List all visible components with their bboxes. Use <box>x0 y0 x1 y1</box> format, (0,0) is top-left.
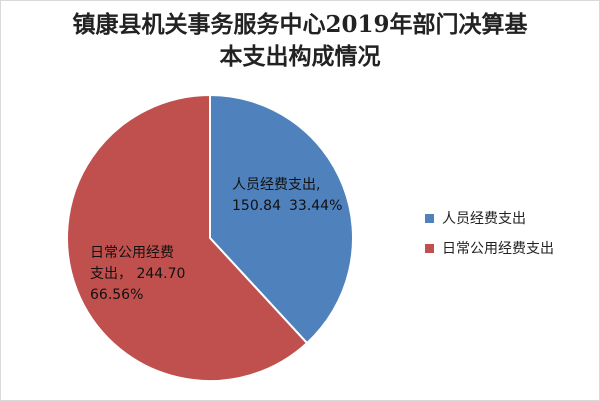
slice-label-personnel-name: 人员经费支出, <box>232 177 321 193</box>
chart-title-line-2: 本支出构成情况 <box>219 43 381 70</box>
slice-label-operating: 日常公用经费 支出， 244.70 66.56% <box>90 243 185 306</box>
chart-title: 镇康县机关事务服务中心2019年部门决算基 本支出构成情况 <box>1 9 599 73</box>
slice-label-personnel-values: 150.84 33.44% <box>232 196 342 217</box>
slice-label-personnel: 人员经费支出, 150.84 33.44% <box>232 175 342 217</box>
slice-label-operating-name: 日常公用经费 <box>90 245 174 261</box>
legend-item-operating: 日常公用经费支出 <box>425 239 554 257</box>
legend-label-operating: 日常公用经费支出 <box>442 241 554 257</box>
slice-label-operating-percent: 66.56% <box>90 287 144 303</box>
slice-label-personnel-percent: 33.44% <box>289 198 343 214</box>
slice-label-operating-value: 支出， 244.70 <box>90 266 186 282</box>
legend-item-personnel: 人员经费支出 <box>425 209 554 227</box>
slice-label-personnel-value: 150.84 <box>232 198 281 214</box>
legend-label-personnel: 人员经费支出 <box>442 211 526 227</box>
pie-slice-personnel <box>209 93 354 345</box>
legend-swatch-personnel <box>425 213 434 223</box>
chart-legend: 人员经费支出 日常公用经费支出 <box>425 209 554 269</box>
legend-swatch-operating <box>425 243 434 253</box>
chart-title-line-1: 镇康县机关事务服务中心2019年部门决算基 <box>72 11 528 38</box>
pie-slice-operating <box>66 93 309 382</box>
